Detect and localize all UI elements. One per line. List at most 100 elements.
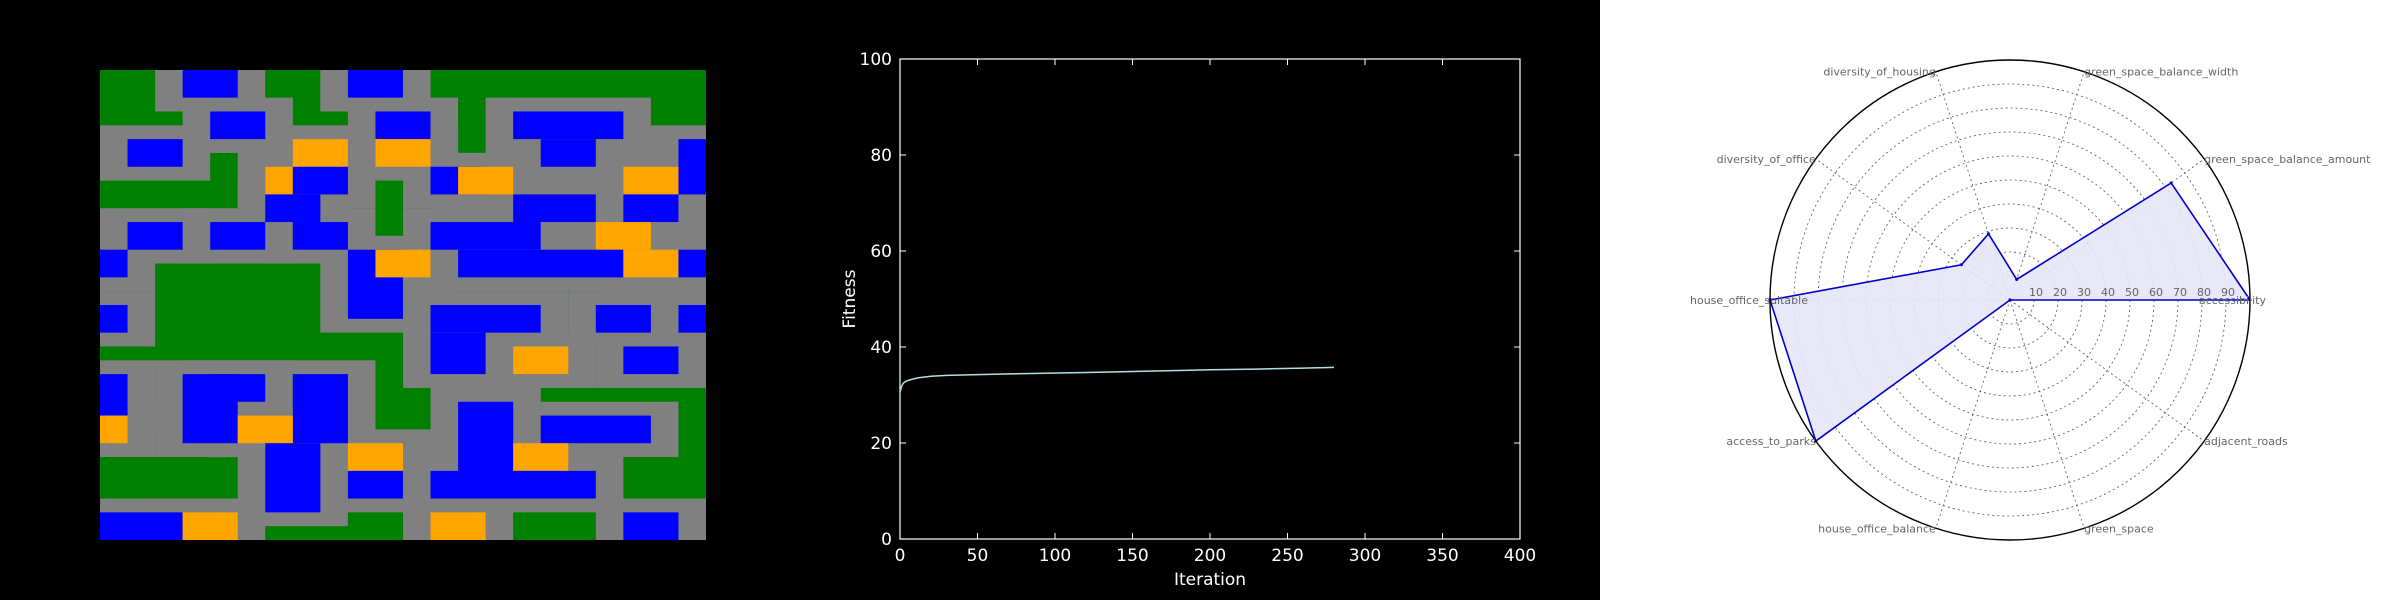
fitness-chart-panel: 0 50 100 150 200 250 300 350 400 0 20 40 60 80 100 Iter… [800, 0, 1600, 600]
radar-chart-panel: 10 20 30 40 50 60 70 80 90 accessibility green_spa… [1600, 0, 2400, 600]
building-cell [210, 374, 266, 402]
radial-tick-label: 90 [2221, 286, 2235, 299]
radar-point [2008, 298, 2012, 302]
radial-tick-label: 80 [2197, 286, 2211, 299]
office-cell [513, 346, 569, 375]
radar-point [2015, 277, 2019, 281]
building-cell [127, 139, 183, 167]
city-grid-panel [0, 0, 800, 600]
radar-point [1959, 263, 1963, 267]
x-tick-label: 0 [895, 546, 906, 566]
building-cell [265, 194, 321, 223]
office-cell [237, 415, 293, 444]
building-cell [430, 470, 596, 499]
building-cell [182, 70, 238, 98]
y-tick-label: 100 [860, 50, 892, 70]
building-cell [100, 374, 128, 416]
building-cell [100, 305, 128, 333]
radar-point [2169, 181, 2173, 185]
office-cell [595, 222, 651, 250]
office-cell [458, 166, 514, 195]
office-cell [182, 512, 238, 540]
y-tick-label: 20 [870, 434, 892, 454]
office-cell [375, 139, 431, 167]
x-tick-label: 100 [1039, 546, 1071, 566]
building-cell [210, 111, 266, 140]
building-cell [265, 443, 321, 513]
radial-tick-label: 30 [2077, 286, 2091, 299]
spoke-gridline [2009, 299, 2205, 442]
x-tick-label: 300 [1349, 546, 1381, 566]
city-grid-map [100, 70, 706, 540]
building-cell [678, 305, 706, 333]
office-cell [513, 443, 569, 471]
x-axis-label: Iteration [1174, 570, 1246, 590]
radial-tick-label: 70 [2173, 286, 2187, 299]
axis-label: house_office_suitable [1690, 294, 1808, 307]
building-cell [430, 332, 486, 375]
radial-tick-label: 20 [2053, 286, 2067, 299]
y-tick-label: 80 [870, 146, 892, 166]
x-tick-label: 250 [1271, 546, 1303, 566]
spoke-gridline [2009, 71, 2085, 301]
radial-tick-label: 60 [2149, 286, 2163, 299]
x-tick-label: 350 [1426, 546, 1458, 566]
x-tick-label: 150 [1116, 546, 1148, 566]
axis-label: access_to_parks [1726, 435, 1816, 448]
building-cell [430, 305, 541, 333]
radial-tick-label: 10 [2029, 286, 2043, 299]
building-cell [540, 139, 596, 167]
building-cell [513, 111, 624, 140]
office-cell [623, 249, 679, 278]
axis-label: diversity_of_office [1717, 153, 1816, 166]
building-cell [458, 249, 624, 278]
office-cell [292, 139, 348, 167]
building-cell [623, 346, 679, 375]
fitness-series-line [899, 366, 1335, 393]
building-cell [292, 222, 348, 250]
building-cell [623, 512, 679, 540]
radar-point [1986, 232, 1990, 236]
building-cell [292, 166, 348, 195]
radar-polygon [1768, 181, 2252, 443]
building-cell [100, 512, 183, 540]
y-tick-label: 60 [870, 242, 892, 262]
building-cell [540, 415, 651, 444]
plot-area [899, 58, 1521, 540]
axis-label: green_space [2084, 522, 2154, 535]
building-cell [430, 222, 541, 250]
building-cell [678, 249, 706, 278]
x-tick-label: 200 [1194, 546, 1226, 566]
building-cell [210, 222, 266, 250]
x-tick-label: 50 [967, 546, 989, 566]
office-cell [375, 249, 431, 278]
building-cell [347, 70, 403, 98]
y-axis-label: Fitness [840, 269, 860, 328]
axis-label: adjacent_roads [2204, 435, 2288, 448]
building-cell [595, 305, 651, 333]
fitness-line-chart: 0 50 100 150 200 250 300 350 400 0 20 40 60 80 100 Iter… [840, 50, 1536, 590]
axis-label: green_space_balance_amount [2204, 153, 2371, 166]
x-tick-label: 400 [1504, 546, 1536, 566]
y-tick-label: 0 [881, 530, 892, 550]
y-tick-label: 40 [870, 338, 892, 358]
office-cell [347, 443, 403, 471]
axis-label: diversity_of_housing [1823, 66, 1935, 79]
building-cell [678, 139, 706, 195]
radial-tick-label: 40 [2101, 286, 2115, 299]
building-cell [100, 249, 128, 278]
office-cell [430, 512, 486, 540]
spoke-gridline [2009, 299, 2085, 529]
axis-label: accessibility [2199, 294, 2267, 307]
office-cell [100, 415, 128, 444]
axis-label: house_office_balance [1818, 522, 1936, 535]
axis-label: green_space_balance_width [2084, 66, 2238, 79]
office-cell [623, 166, 679, 195]
spoke-gridline [1935, 299, 2011, 529]
building-cell [127, 222, 183, 250]
building-cell [623, 194, 679, 223]
radial-tick-label: 50 [2125, 286, 2139, 299]
building-cell [347, 470, 403, 499]
